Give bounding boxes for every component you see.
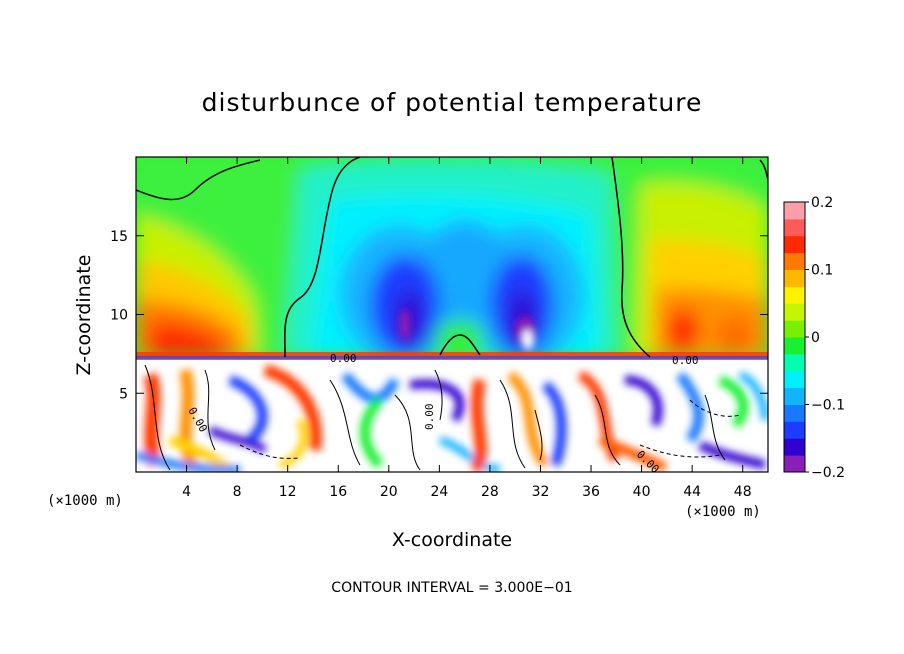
colorbar bbox=[784, 202, 805, 473]
colorbar-swatch bbox=[784, 202, 805, 220]
contour-label: 0.00 bbox=[423, 404, 436, 431]
x-tick-label: 32 bbox=[532, 484, 550, 500]
x-axis: 4 8 12 16 20 24 28 32 36 40 44 48 bbox=[182, 157, 752, 500]
contour-label: 0.00 bbox=[330, 352, 357, 365]
contour-label: 0.00 bbox=[672, 354, 699, 367]
colorbar-swatch bbox=[784, 387, 805, 405]
y-tick-label: 15 bbox=[110, 229, 128, 245]
colorbar-swatch bbox=[784, 421, 805, 439]
x-tick-label: 24 bbox=[430, 484, 448, 500]
colorbar-ticks: 0.2 0.1 0 −0.1 −0.2 bbox=[805, 195, 845, 481]
x-tick-label: 40 bbox=[633, 484, 651, 500]
plot-area: 0.00 0.00 0.00 0.00 0.00 bbox=[136, 157, 768, 472]
colorbar-swatch bbox=[784, 218, 805, 237]
colorbar-swatch bbox=[784, 353, 805, 372]
y-tick-label: 10 bbox=[110, 308, 128, 324]
colorbar-tick-label: 0.2 bbox=[811, 195, 833, 211]
upper-details bbox=[399, 309, 535, 350]
x-tick-label: 12 bbox=[279, 484, 297, 500]
colorbar-swatch bbox=[784, 337, 805, 355]
x-tick-label: 36 bbox=[582, 484, 600, 500]
upper-field bbox=[136, 157, 768, 365]
x-unit-left: (×1000 m) bbox=[47, 493, 123, 509]
x-tick-label: 20 bbox=[380, 484, 398, 500]
colorbar-tick-label: −0.2 bbox=[811, 465, 845, 481]
chart-title: disturbunce of potential temperature bbox=[202, 88, 703, 117]
colorbar-swatch bbox=[784, 438, 805, 456]
contour-interval-note: CONTOUR INTERVAL = 3.000E−01 bbox=[331, 580, 572, 596]
x-tick-label: 48 bbox=[734, 484, 752, 500]
colorbar-swatch bbox=[784, 404, 805, 422]
x-tick-label: 4 bbox=[182, 484, 191, 500]
x-tick-label: 16 bbox=[329, 484, 347, 500]
colorbar-tick-label: 0.1 bbox=[811, 263, 833, 279]
y-tick-label: 5 bbox=[119, 386, 128, 402]
colorbar-swatch bbox=[784, 269, 805, 287]
colorbar-tick-label: −0.1 bbox=[811, 398, 845, 414]
y-axis-label: Z-coordinate bbox=[73, 255, 95, 376]
colorbar-swatch bbox=[784, 252, 805, 270]
lower-layer bbox=[136, 357, 768, 472]
colorbar-swatch bbox=[784, 303, 805, 321]
zero-contour bbox=[136, 157, 651, 358]
y-axis: 5 10 15 bbox=[110, 229, 768, 402]
x-tick-label: 8 bbox=[233, 484, 242, 500]
colorbar-swatch bbox=[784, 320, 805, 338]
colorbar-swatch bbox=[784, 455, 805, 473]
colorbar-swatch bbox=[784, 286, 805, 304]
x-axis-label: X-coordinate bbox=[392, 529, 512, 551]
colorbar-tick-label: 0 bbox=[811, 330, 820, 346]
x-tick-label: 44 bbox=[683, 484, 701, 500]
x-unit-right: (×1000 m) bbox=[685, 504, 761, 520]
colorbar-swatch bbox=[784, 235, 805, 254]
colorbar-swatch bbox=[784, 370, 805, 389]
x-tick-label: 28 bbox=[481, 484, 499, 500]
